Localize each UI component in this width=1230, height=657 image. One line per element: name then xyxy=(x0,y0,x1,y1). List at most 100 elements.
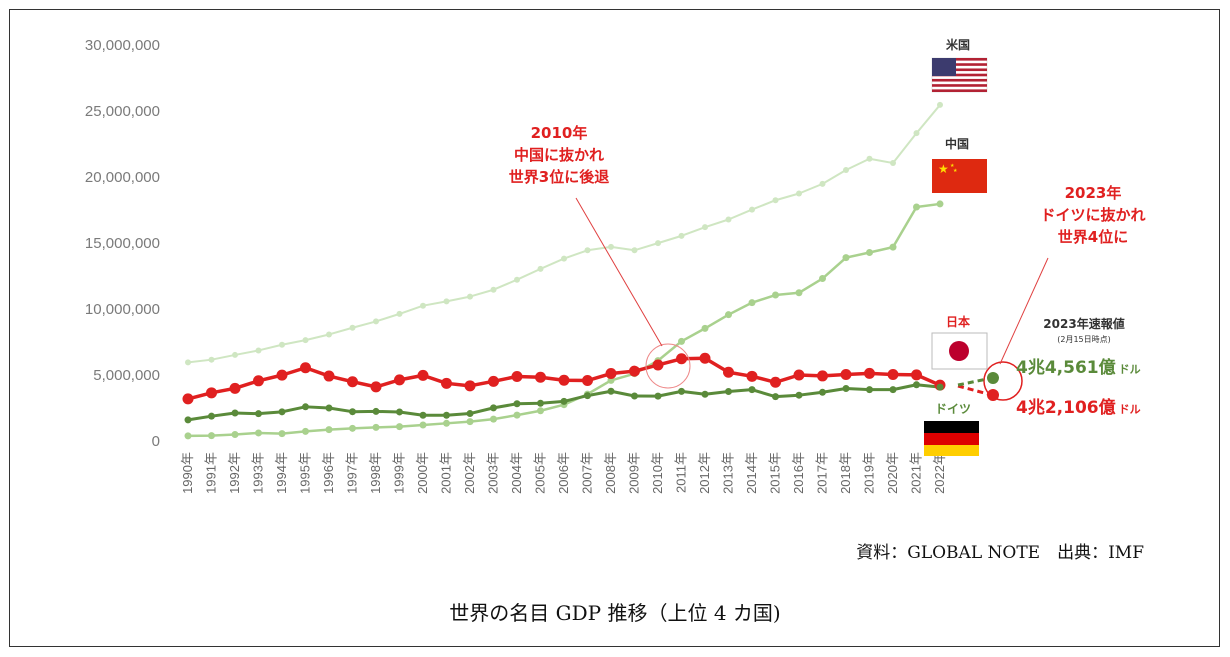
data-point-3 xyxy=(302,403,309,411)
data-point-0 xyxy=(420,302,426,309)
data-point-1 xyxy=(184,432,192,440)
x-tick-label: 2009年 xyxy=(627,452,642,494)
data-point-3 xyxy=(419,411,427,419)
data-point-1 xyxy=(208,432,215,440)
data-point-3 xyxy=(607,387,615,395)
data-point-2 xyxy=(441,377,452,389)
x-tick-label: 1995年 xyxy=(298,452,313,494)
data-point-3 xyxy=(396,408,403,416)
svg-text:★: ★ xyxy=(953,168,958,174)
data-point-2 xyxy=(793,369,805,381)
data-point-2 xyxy=(394,374,405,386)
data-point-0 xyxy=(208,356,215,363)
preliminary-title: 2023年速報値 xyxy=(1043,316,1124,331)
data-point-0 xyxy=(349,324,356,331)
x-tick-label: 2008年 xyxy=(603,452,618,494)
data-point-1 xyxy=(819,275,826,283)
y-tick-label: 0 xyxy=(152,433,160,450)
value-germany-2023-amount: 4兆4,561億 xyxy=(1016,357,1116,378)
x-tick-label: 1999年 xyxy=(392,452,407,494)
data-point-3 xyxy=(584,392,591,400)
data-point-0 xyxy=(772,197,779,204)
data-point-0 xyxy=(185,359,191,366)
data-point-3 xyxy=(208,412,215,420)
x-tick-label: 2002年 xyxy=(462,452,477,494)
data-point-0 xyxy=(631,247,638,254)
data-point-1 xyxy=(701,324,709,332)
data-point-3 xyxy=(513,400,521,408)
japan-flag-icon xyxy=(931,332,988,370)
source-note: 資料：GLOBAL NOTE 出典：IMF xyxy=(856,543,1144,563)
data-point-0 xyxy=(373,318,379,325)
data-point-3 xyxy=(936,383,944,391)
data-point-1 xyxy=(748,299,756,307)
figure-frame xyxy=(9,9,1220,647)
value-germany-2023: 4兆4,561億 ドル xyxy=(1016,357,1141,378)
annotation-2010: 2010年 中国に抜かれ 世界3位に後退 xyxy=(509,124,691,389)
data-point-2 xyxy=(347,376,358,388)
value-japan-2023-unit: ドル xyxy=(1119,403,1141,416)
x-tick-label: 2004年 xyxy=(509,452,524,494)
x-tick-label: 2011年 xyxy=(674,452,689,493)
data-point-1 xyxy=(466,418,474,426)
x-tick-label: 2014年 xyxy=(744,452,759,494)
data-point-2 xyxy=(911,369,922,381)
data-point-0 xyxy=(843,167,849,174)
data-point-0 xyxy=(890,160,896,167)
x-tick-label: 2003年 xyxy=(486,452,501,494)
x-tick-label: 2017年 xyxy=(815,452,830,494)
x-tick-label: 1992年 xyxy=(227,452,242,494)
data-point-2 xyxy=(300,362,311,374)
data-point-3 xyxy=(184,416,192,424)
y-tick-label: 5,000,000 xyxy=(93,367,160,384)
annotation-2010-line2: 中国に抜かれ xyxy=(514,146,604,164)
data-point-3 xyxy=(889,386,897,394)
data-point-2 xyxy=(652,359,664,371)
data-point-2 xyxy=(864,367,875,379)
data-point-3 xyxy=(842,384,850,392)
data-point-3 xyxy=(913,381,920,389)
data-point-1 xyxy=(513,411,521,419)
x-tick-label: 2000年 xyxy=(415,452,430,494)
data-point-0 xyxy=(443,298,450,305)
data-point-1 xyxy=(725,311,732,319)
data-point-2 xyxy=(699,352,711,364)
data-point-3 xyxy=(537,399,544,407)
annotation-2010-line1: 2010年 xyxy=(531,124,588,142)
data-point-0 xyxy=(467,293,473,300)
data-point-0 xyxy=(584,247,591,254)
highlight-circle-2023 xyxy=(983,361,1023,401)
data-point-0 xyxy=(326,331,332,338)
data-point-3 xyxy=(349,408,356,416)
x-tick-label: 2001年 xyxy=(439,452,454,494)
y-axis: 30,000,000 25,000,000 20,000,000 15,000,000… xyxy=(85,37,160,450)
data-point-0 xyxy=(725,216,732,223)
data-point-2 xyxy=(488,375,499,387)
data-point-2 xyxy=(229,382,241,394)
data-point-0 xyxy=(490,286,497,293)
annotation-2023-line1: 2023年 xyxy=(1065,184,1122,202)
data-point-2 xyxy=(276,369,288,381)
annotation-2023-line2: ドイツに抜かれ xyxy=(1040,206,1145,224)
germany-flag-icon xyxy=(924,421,979,456)
data-point-0 xyxy=(561,255,567,262)
data-point-3 xyxy=(278,408,286,416)
x-tick-label: 1994年 xyxy=(274,452,289,494)
data-point-2 xyxy=(535,371,546,383)
x-tick-label: 1998年 xyxy=(368,452,383,494)
x-tick-label: 2007年 xyxy=(580,452,595,494)
y-tick-label: 25,000,000 xyxy=(85,103,160,120)
svg-text:★: ★ xyxy=(950,163,955,169)
data-point-1 xyxy=(866,249,873,257)
data-point-2 xyxy=(887,368,899,380)
data-point-3 xyxy=(772,393,779,401)
x-tick-label: 2022年 xyxy=(932,452,947,494)
data-point-0 xyxy=(537,265,544,272)
x-tick-label: 1993年 xyxy=(251,452,266,494)
data-point-2 xyxy=(417,369,429,381)
data-point-1 xyxy=(936,200,944,208)
data-point-2 xyxy=(323,370,335,382)
y-tick-label: 20,000,000 xyxy=(85,169,160,186)
x-tick-label: 2005年 xyxy=(533,452,548,494)
